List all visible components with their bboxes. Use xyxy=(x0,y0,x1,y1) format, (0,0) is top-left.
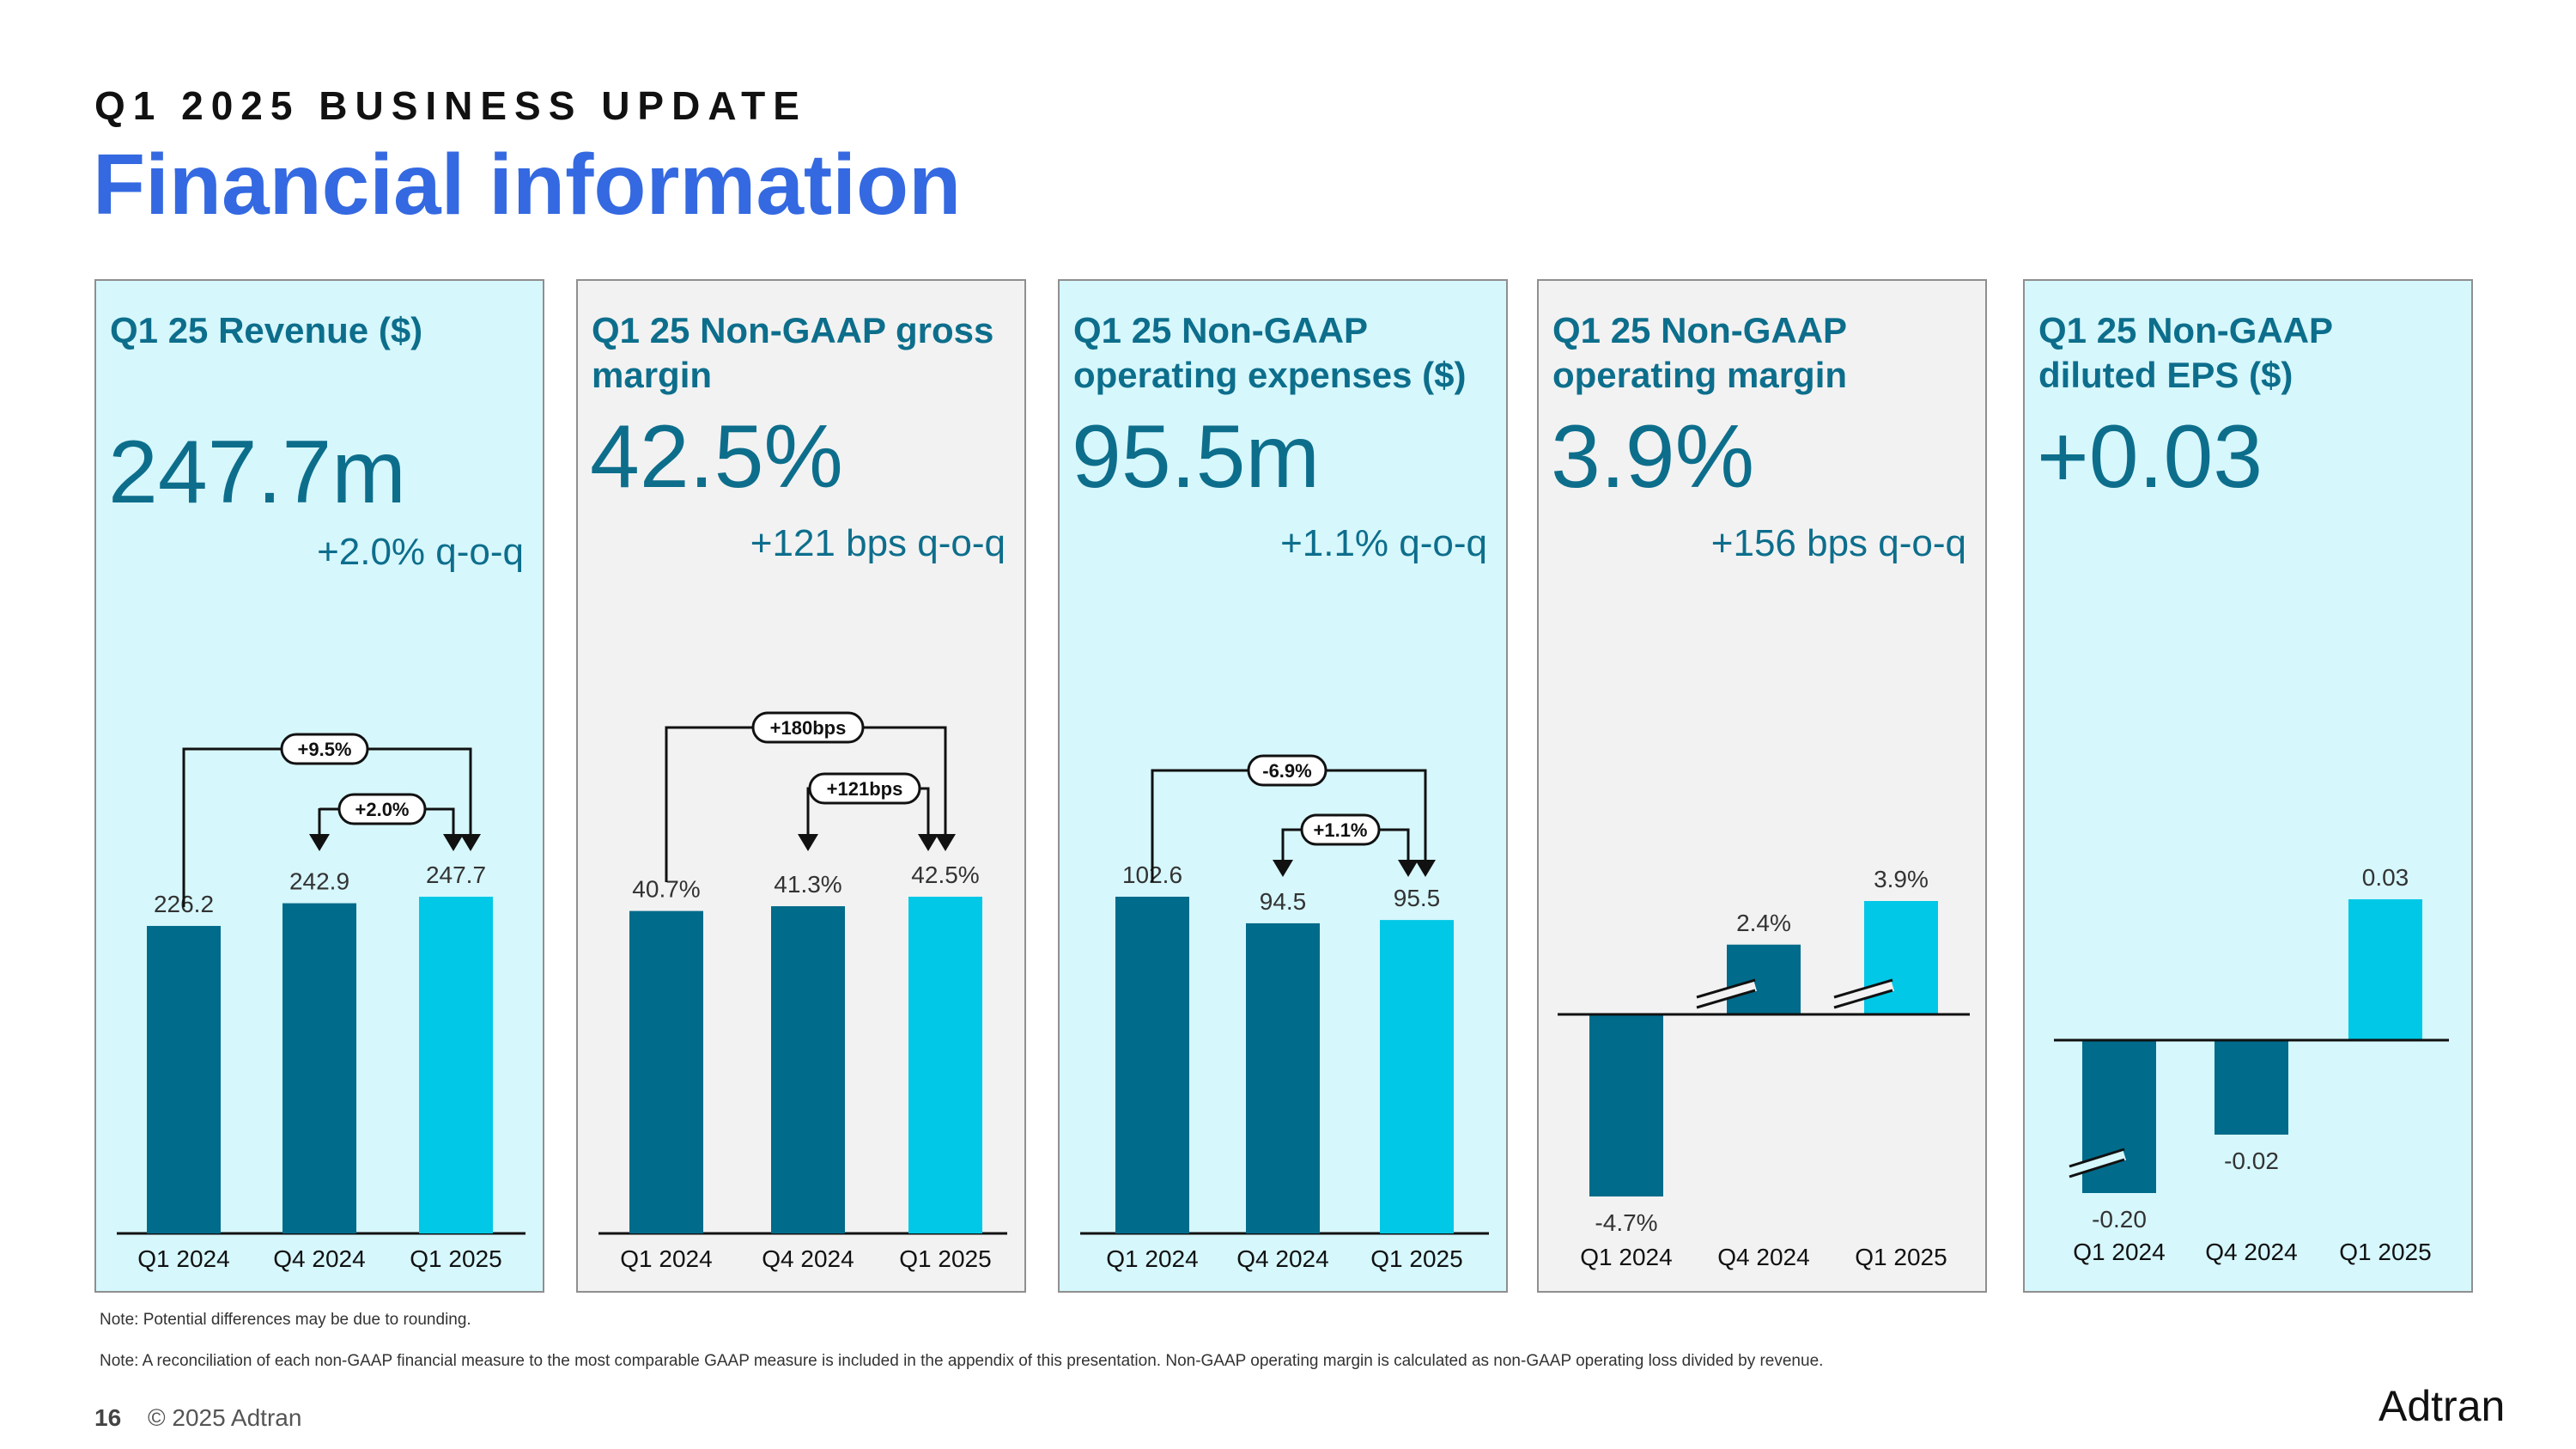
revenue-chart: 226.2 242.9 247.7 Q1 2024 Q4 2024 Q1 202… xyxy=(117,733,526,1272)
bar-q1-2024 xyxy=(147,926,221,1233)
gross-margin-panel: Q1 25 Non-GAAP gross margin 42.5% +121 b… xyxy=(576,279,1026,1293)
bar-q1-2024 xyxy=(1589,1014,1663,1196)
gross-margin-chart: 40.7% 41.3% 42.5% Q1 2024 Q4 2024 Q1 202… xyxy=(598,711,1007,1272)
copyright: © 2025 Adtran xyxy=(148,1404,302,1431)
annotation-text: +1.1% xyxy=(1314,819,1368,841)
panel-title: Q1 25 Non-GAAP operating expenses ($) xyxy=(1073,310,1467,395)
annotation-pill xyxy=(337,793,427,825)
value-label: 41.3% xyxy=(774,871,841,898)
value-label: -0.20 xyxy=(2092,1206,2147,1233)
value-label: 95.5 xyxy=(1394,885,1441,911)
arrow-head xyxy=(1273,860,1293,877)
logo-text: Adtran xyxy=(2379,1382,2505,1430)
category-label: Q1 2024 xyxy=(620,1245,712,1272)
adtran-logo: Adtran xyxy=(2379,1382,2505,1430)
value-label: -0.02 xyxy=(2224,1148,2279,1174)
value-label: -4.7% xyxy=(1595,1209,1657,1236)
axis-break-q1-2024 xyxy=(2067,1148,2127,1178)
category-label: Q1 2024 xyxy=(1106,1245,1198,1272)
arrow-head xyxy=(798,834,818,851)
bar-q4-2024 xyxy=(2215,1040,2288,1135)
category-label: Q1 2024 xyxy=(137,1245,229,1272)
bar-q1-2025 xyxy=(1380,920,1454,1233)
axis-break-q4-2024 xyxy=(1695,978,1757,1009)
value-label: 242.9 xyxy=(289,868,349,895)
panel-big-value: 3.9% xyxy=(1551,407,1755,507)
bar-q4-2024 xyxy=(1727,944,1801,1014)
arrow-head xyxy=(460,834,481,851)
panel-title: Q1 25 Non-GAAP operating margin xyxy=(1552,310,1848,395)
value-label: 247.7 xyxy=(426,861,486,888)
category-label: Q1 2025 xyxy=(1855,1244,1947,1270)
bracket-long xyxy=(665,726,947,882)
panel-big-value: +0.03 xyxy=(2037,407,2263,507)
category-label: Q4 2024 xyxy=(273,1245,365,1272)
panel-title: Q1 25 Non-GAAP diluted EPS ($) xyxy=(2038,310,2333,395)
value-label: 94.5 xyxy=(1260,888,1307,915)
value-label: 3.9% xyxy=(1874,866,1929,892)
bar-q1-2025 xyxy=(2348,899,2422,1040)
panel-delta: +2.0% q-o-q xyxy=(317,531,524,573)
bar-q4-2024 xyxy=(771,906,845,1233)
arrow-head xyxy=(1398,860,1419,877)
bar-q1-2024 xyxy=(629,910,703,1233)
panel-big-value: 247.7m xyxy=(108,423,406,522)
eps-chart: -0.20 -0.02 0.03 Q1 2024 Q4 2024 Q1 2025 xyxy=(2054,864,2449,1265)
panel-delta: +156 bps q-o-q xyxy=(1710,522,1966,564)
page-number: 16 xyxy=(94,1404,122,1431)
category-label: Q4 2024 xyxy=(1236,1245,1328,1272)
value-label: 42.5% xyxy=(911,861,979,888)
axis-break-q1-2025 xyxy=(1832,978,1894,1009)
annotation-text: -6.9% xyxy=(1262,760,1311,782)
category-label: Q1 2025 xyxy=(899,1245,991,1272)
bar-q4-2024 xyxy=(283,903,356,1233)
annotation-pill xyxy=(751,711,865,744)
page-title: Financial information xyxy=(93,137,962,233)
value-label: 0.03 xyxy=(2362,864,2409,891)
opex-panel: Q1 25 Non-GAAP operating expenses ($) 95… xyxy=(1058,279,1508,1293)
arrow-head xyxy=(1415,860,1436,877)
category-label: Q4 2024 xyxy=(1717,1244,1809,1270)
panel-big-value: 95.5m xyxy=(1072,407,1321,507)
category-label: Q1 2025 xyxy=(410,1245,501,1272)
bar-q1-2025 xyxy=(419,897,493,1233)
annotation-text: +2.0% xyxy=(355,799,410,820)
category-label: Q1 2024 xyxy=(2073,1239,2165,1265)
panel-delta: +1.1% q-o-q xyxy=(1280,522,1487,564)
arrow-head xyxy=(443,834,464,851)
arrow-head xyxy=(935,834,956,851)
annotation-text: +9.5% xyxy=(298,739,352,760)
category-label: Q4 2024 xyxy=(762,1245,854,1272)
bar-q1-2024 xyxy=(1115,897,1189,1233)
annotation-pill xyxy=(280,733,369,765)
eps-panel: Q1 25 Non-GAAP diluted EPS ($) +0.03 -0.… xyxy=(2023,279,2473,1293)
category-label: Q1 2025 xyxy=(1370,1245,1462,1272)
annotation-pill xyxy=(1247,754,1327,787)
annotation-text: +121bps xyxy=(827,778,903,800)
eyebrow-title: Q1 2025 BUSINESS UPDATE xyxy=(94,83,807,128)
category-label: Q1 2025 xyxy=(2339,1239,2431,1265)
bar-q4-2024 xyxy=(1246,922,1320,1233)
panel-title: Q1 25 Non-GAAP gross margin xyxy=(592,310,994,395)
bar-q1-2025 xyxy=(1864,901,1938,1014)
revenue-panel: Q1 25 Revenue ($) 247.7m +2.0% q-o-q 226… xyxy=(94,279,544,1293)
arrow-head xyxy=(309,834,330,851)
panel-big-value: 42.5% xyxy=(590,407,843,507)
bar-q1-2025 xyxy=(908,897,982,1233)
operating-margin-chart: -4.7% 2.4% 3.9% Q1 2024 Q4 2024 Q1 2025 xyxy=(1558,866,1970,1270)
category-label: Q1 2024 xyxy=(1580,1244,1672,1270)
annotation-pill xyxy=(1300,813,1381,846)
value-label: 2.4% xyxy=(1736,910,1791,936)
arrow-head xyxy=(918,834,939,851)
annotation-pill xyxy=(808,772,921,805)
note-reconciliation: Note: A reconciliation of each non-GAAP … xyxy=(100,1352,1824,1370)
opex-chart: 102.6 94.5 95.5 Q1 2024 Q4 2024 Q1 2025 … xyxy=(1080,754,1489,1272)
note-rounding: Note: Potential differences may be due t… xyxy=(100,1311,471,1329)
panel-title: Q1 25 Revenue ($) xyxy=(110,310,423,350)
operating-margin-panel: Q1 25 Non-GAAP operating margin 3.9% +15… xyxy=(1537,279,1987,1293)
category-label: Q4 2024 xyxy=(2205,1239,2297,1265)
annotation-text: +180bps xyxy=(770,717,847,739)
panel-delta: +121 bps q-o-q xyxy=(750,522,1005,564)
